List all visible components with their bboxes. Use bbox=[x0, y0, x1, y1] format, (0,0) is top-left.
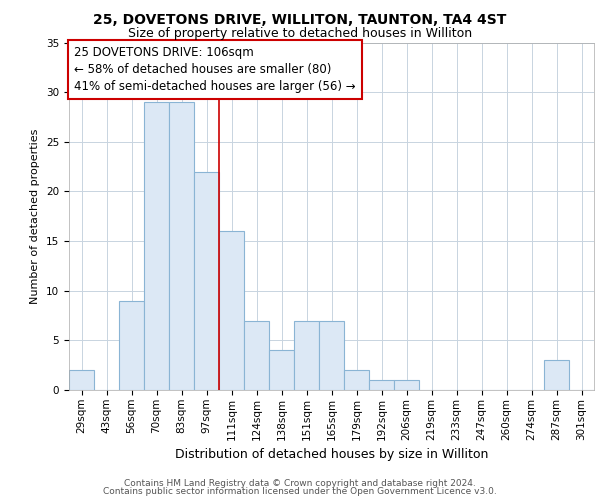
Text: Contains public sector information licensed under the Open Government Licence v3: Contains public sector information licen… bbox=[103, 487, 497, 496]
Bar bbox=[69, 370, 94, 390]
Bar bbox=[194, 172, 219, 390]
Text: 25 DOVETONS DRIVE: 106sqm
← 58% of detached houses are smaller (80)
41% of semi-: 25 DOVETONS DRIVE: 106sqm ← 58% of detac… bbox=[74, 46, 356, 93]
Bar bbox=[144, 102, 169, 390]
Bar bbox=[344, 370, 369, 390]
Bar bbox=[319, 320, 344, 390]
Bar bbox=[219, 231, 244, 390]
X-axis label: Distribution of detached houses by size in Williton: Distribution of detached houses by size … bbox=[175, 448, 488, 461]
Text: 25, DOVETONS DRIVE, WILLITON, TAUNTON, TA4 4ST: 25, DOVETONS DRIVE, WILLITON, TAUNTON, T… bbox=[94, 12, 506, 26]
Bar bbox=[119, 300, 144, 390]
Y-axis label: Number of detached properties: Number of detached properties bbox=[31, 128, 40, 304]
Bar bbox=[244, 320, 269, 390]
Bar bbox=[169, 102, 194, 390]
Text: Contains HM Land Registry data © Crown copyright and database right 2024.: Contains HM Land Registry data © Crown c… bbox=[124, 478, 476, 488]
Bar bbox=[369, 380, 394, 390]
Bar bbox=[394, 380, 419, 390]
Bar bbox=[294, 320, 319, 390]
Text: Size of property relative to detached houses in Williton: Size of property relative to detached ho… bbox=[128, 28, 472, 40]
Bar bbox=[544, 360, 569, 390]
Bar bbox=[269, 350, 294, 390]
